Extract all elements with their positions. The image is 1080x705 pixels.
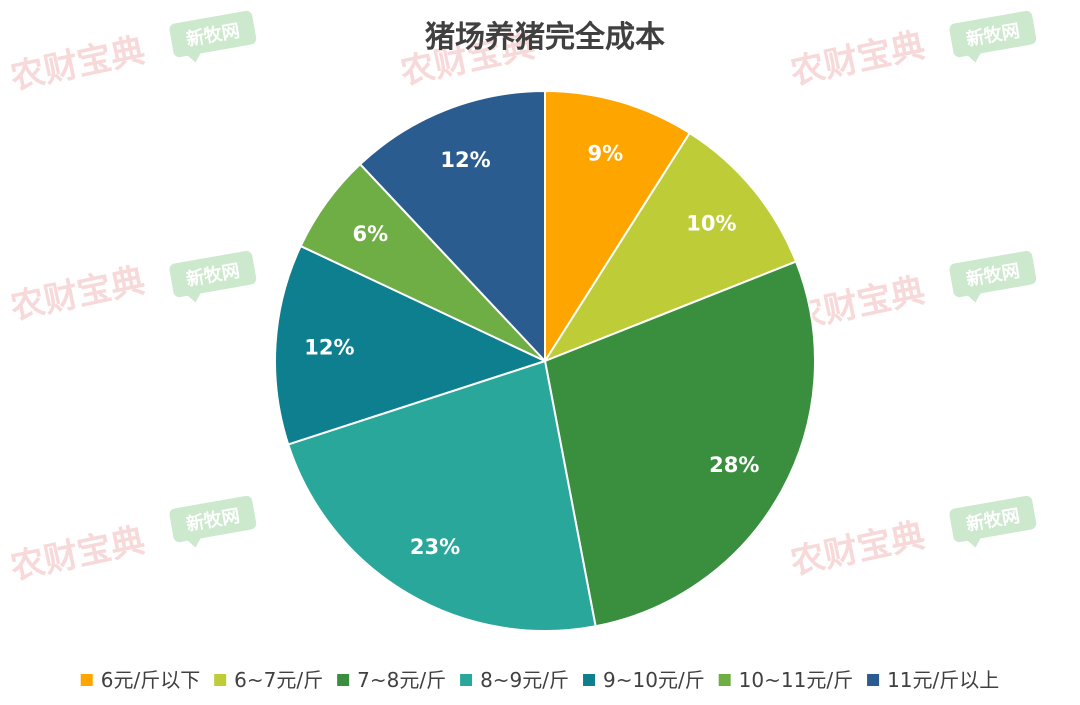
watermark-badge: 新牧网 (949, 250, 1037, 303)
pie-slice (359, 90, 546, 362)
legend-label: 7~8元/斤 (357, 668, 446, 692)
pie-slice-labels: 9% 10% 28% 23% 12% 6% 12% (304, 142, 759, 559)
pie-slice (544, 132, 798, 362)
pie-slice (287, 360, 597, 632)
legend-label: 6元/斤以下 (101, 668, 200, 692)
legend-swatch (867, 674, 880, 686)
watermark-text: 农财宝典 (787, 26, 928, 93)
pie-slice-label: 6% (352, 222, 388, 246)
legend-swatch (718, 674, 731, 686)
watermark-text: 农财宝典 (7, 521, 148, 588)
legend-label: 9~10元/斤 (603, 668, 705, 692)
legend-swatch (583, 674, 596, 686)
pie-slice (544, 260, 816, 628)
pie-slice-label: 12% (304, 335, 354, 359)
chart-title: 猪场养猪完全成本 (425, 20, 665, 55)
legend-swatch (214, 674, 227, 686)
watermark-badge: 新牧网 (949, 495, 1037, 548)
legend-label: 11元/斤以上 (887, 668, 999, 692)
watermark-badge: 新牧网 (949, 10, 1037, 63)
legend-swatch (460, 674, 473, 686)
watermark-text: 农财宝典 (787, 516, 928, 583)
legend-label: 6~7元/斤 (234, 668, 323, 692)
pie-slice-label: 10% (686, 211, 736, 235)
pie-slices (274, 90, 816, 632)
pie-slice-label: 28% (709, 453, 759, 477)
watermark-text: 农财宝典 (7, 31, 148, 98)
pie-slice (274, 245, 546, 446)
watermark-text: 农财宝典 (7, 261, 148, 328)
watermark-badge: 新牧网 (169, 495, 257, 548)
watermark-badge: 新牧网 (169, 10, 257, 63)
pie-slice-label: 9% (587, 142, 623, 166)
watermark-badge: 新牧网 (169, 250, 257, 303)
legend: 6元/斤以下 6~7元/斤 7~8元/斤 8~9元/斤 9~10元/斤 10~11元/斤 1… (80, 668, 999, 692)
pie-slice-label: 12% (440, 148, 490, 172)
pie-slice (544, 90, 691, 362)
legend-label: 8~9元/斤 (480, 668, 569, 692)
legend-label: 10~11元/斤 (739, 668, 853, 692)
legend-swatch (80, 674, 93, 686)
pie-slice-label: 23% (410, 535, 460, 559)
legend-swatch (337, 674, 350, 686)
